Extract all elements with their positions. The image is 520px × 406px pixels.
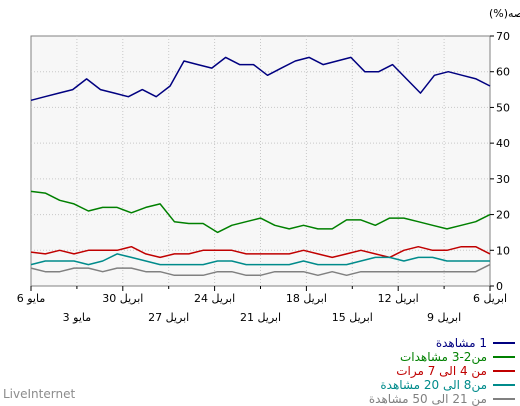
legend-item: من 21 الى 50 مشاهدة (300, 392, 515, 406)
y-tick-label: 60 (496, 66, 510, 79)
brand-logo: LiveInternet (3, 387, 76, 401)
series-line (30, 263, 491, 277)
legend-swatch (493, 398, 515, 400)
series-lines (30, 56, 491, 277)
legend-label: من8 الى 20 مشاهدة (380, 378, 487, 392)
y-tick-label: 50 (496, 101, 510, 114)
x-tick-label: 21 ابريل (240, 311, 281, 324)
y-tick-label: 0 (496, 280, 503, 293)
legend-label: 1 مشاهدة (435, 336, 487, 350)
y-axis: 0 10 20 30 40 50 60 70 (490, 30, 510, 293)
y-tick-label: 10 (496, 244, 510, 257)
series-line (30, 253, 490, 266)
y-tick-label: 40 (496, 137, 510, 150)
legend-label: من 4 الى 7 مرات (396, 364, 487, 378)
x-tick-label: 12 ابريل (378, 292, 419, 305)
legend-item: من2-3 مشاهدات (300, 350, 515, 364)
plot-area (30, 35, 491, 287)
y-tick-label: 20 (496, 209, 510, 222)
series-line (30, 190, 491, 234)
x-tick-label: 24 ابريل (194, 292, 235, 305)
x-tick-label: 30 ابريل (102, 292, 143, 305)
x-tick-label: 27 ابريل (148, 311, 189, 324)
legend-item: من 4 الى 7 مرات (300, 364, 515, 378)
y-axis-label: الحصه(%) (489, 7, 520, 20)
series-line (30, 245, 491, 259)
legend-swatch (493, 370, 515, 372)
x-tick-label: 6 ابريل (473, 292, 507, 305)
y-tick-label: 30 (496, 173, 510, 186)
legend-label: من 21 الى 50 مشاهدة (368, 392, 487, 406)
legend-swatch (493, 384, 515, 386)
legend-label: من2-3 مشاهدات (399, 350, 487, 364)
x-tick-label: 3 مايو (63, 311, 92, 324)
legend-swatch (493, 342, 515, 344)
legend-item: من8 الى 20 مشاهدة (300, 378, 515, 392)
x-tick-label: 15 ابريل (332, 311, 373, 324)
legend: 1 مشاهدة من2-3 مشاهدات من 4 الى 7 مرات م… (300, 336, 515, 406)
y-tick-label: 70 (496, 30, 510, 43)
legend-swatch (493, 356, 515, 358)
x-tick-label: 6 مايو (17, 292, 46, 305)
x-tick-label: 18 ابريل (286, 292, 327, 305)
series-line (30, 56, 491, 102)
legend-item: 1 مشاهدة (300, 336, 515, 350)
x-axis: 6 مايو 30 ابريل 24 ابريل 18 ابريل 12 ابريل 6 … (17, 286, 507, 324)
x-tick-label: 9 ابريل (427, 311, 461, 324)
